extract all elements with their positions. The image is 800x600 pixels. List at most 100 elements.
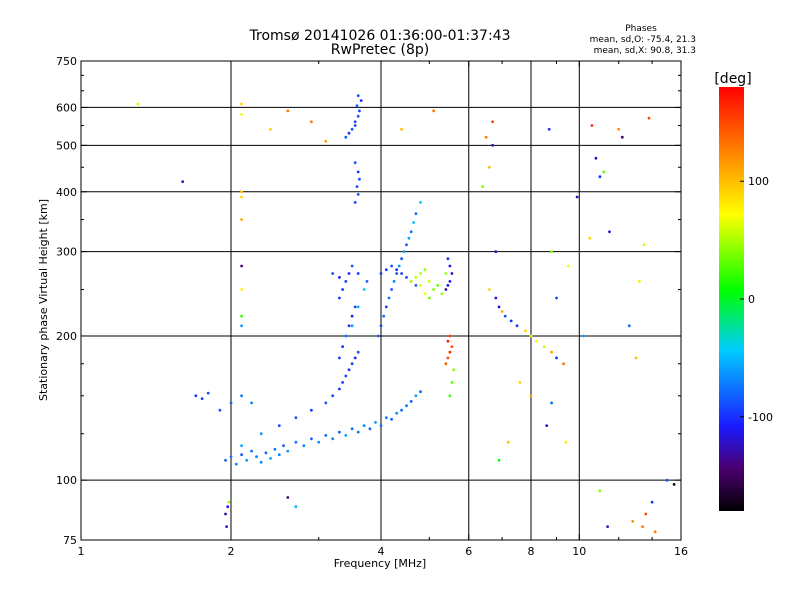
- data-point: [356, 94, 360, 97]
- x-tick-label: 10: [572, 545, 586, 558]
- x-tick-label: 2: [228, 545, 235, 558]
- data-point: [423, 292, 427, 296]
- data-point: [427, 296, 431, 300]
- y-tick-label: 500: [56, 139, 77, 152]
- x-axis-label: Frequency [MHz]: [334, 557, 426, 570]
- data-point: [606, 525, 609, 528]
- data-point: [324, 401, 328, 405]
- data-point: [450, 272, 454, 275]
- data-point: [277, 424, 281, 427]
- data-point: [356, 305, 360, 309]
- x-tick-label: 6: [465, 545, 472, 558]
- data-point: [397, 264, 401, 268]
- data-point: [294, 440, 298, 444]
- phases-legend-o: mean, sd,O: -75.4, 21.3: [590, 35, 696, 45]
- data-point: [200, 397, 204, 400]
- data-point: [240, 394, 244, 398]
- data-point: [350, 362, 354, 366]
- colorbar-tick-label: 0: [748, 293, 755, 306]
- data-point: [412, 221, 415, 224]
- data-point: [627, 324, 631, 328]
- data-point: [206, 391, 210, 395]
- data-point: [250, 449, 254, 453]
- data-point: [344, 280, 348, 283]
- data-point: [440, 292, 444, 296]
- data-point: [395, 272, 399, 275]
- data-point: [229, 455, 233, 458]
- data-point: [347, 272, 351, 275]
- data-point: [634, 356, 638, 360]
- data-point: [590, 124, 594, 127]
- data-point: [181, 180, 185, 184]
- data-point: [642, 243, 646, 247]
- data-point: [550, 401, 553, 405]
- data-point: [672, 483, 676, 486]
- data-point: [344, 374, 348, 378]
- data-point: [362, 288, 366, 291]
- data-point: [264, 451, 268, 455]
- data-point: [620, 135, 624, 139]
- phases-legend-title: Phases: [625, 24, 657, 34]
- data-point: [338, 430, 341, 434]
- data-point: [497, 305, 501, 309]
- data-point: [294, 416, 298, 420]
- data-point: [402, 250, 406, 254]
- data-point: [317, 440, 321, 444]
- data-point: [409, 230, 413, 234]
- data-point: [575, 195, 579, 199]
- data-point: [269, 457, 272, 460]
- data-point: [555, 356, 558, 360]
- data-point: [407, 236, 411, 240]
- data-point: [602, 170, 606, 174]
- data-point: [488, 165, 491, 169]
- data-point: [374, 421, 377, 424]
- data-point: [409, 280, 413, 283]
- data-point: [324, 139, 328, 143]
- data-point: [240, 314, 244, 318]
- data-point: [224, 512, 227, 516]
- data-point: [350, 264, 354, 268]
- data-point: [338, 276, 341, 279]
- y-tick-label: 300: [56, 246, 77, 259]
- data-point: [400, 257, 403, 261]
- data-points: [136, 94, 676, 534]
- data-point: [286, 496, 290, 499]
- chart-subtitle: RwPretec (8p): [331, 42, 429, 58]
- data-point: [353, 161, 357, 165]
- colorbar: [719, 87, 744, 511]
- data-point: [240, 444, 244, 448]
- data-point: [641, 525, 644, 528]
- data-point: [259, 432, 263, 436]
- data-point: [356, 350, 360, 354]
- data-point: [524, 329, 527, 333]
- colorbar-ticks: 100 0 -100: [740, 175, 773, 424]
- data-point: [564, 440, 568, 444]
- data-point: [448, 264, 452, 268]
- data-point: [240, 288, 244, 291]
- phases-legend-x: mean, sd,X: 90.8, 31.3: [594, 46, 696, 56]
- data-point: [255, 455, 258, 458]
- data-point: [594, 156, 598, 160]
- data-point: [494, 250, 498, 254]
- data-point: [355, 185, 359, 189]
- data-point: [608, 230, 611, 234]
- data-point: [555, 296, 558, 300]
- x-axis-ticks: 1 2 4 6 8 10 16: [78, 61, 688, 558]
- y-tick-label: 100: [56, 474, 77, 487]
- data-point: [310, 120, 313, 124]
- data-point: [491, 143, 494, 147]
- data-point: [362, 424, 366, 427]
- data-point: [368, 427, 372, 431]
- data-point: [194, 394, 198, 398]
- data-point: [240, 190, 244, 194]
- data-point: [446, 339, 450, 343]
- data-point: [225, 525, 229, 528]
- data-point: [229, 401, 233, 405]
- data-point: [302, 444, 306, 448]
- data-point: [562, 362, 565, 366]
- data-point: [382, 314, 386, 318]
- colorbar-tick-label: 100: [748, 175, 769, 188]
- data-point: [240, 195, 244, 199]
- data-point: [224, 458, 227, 462]
